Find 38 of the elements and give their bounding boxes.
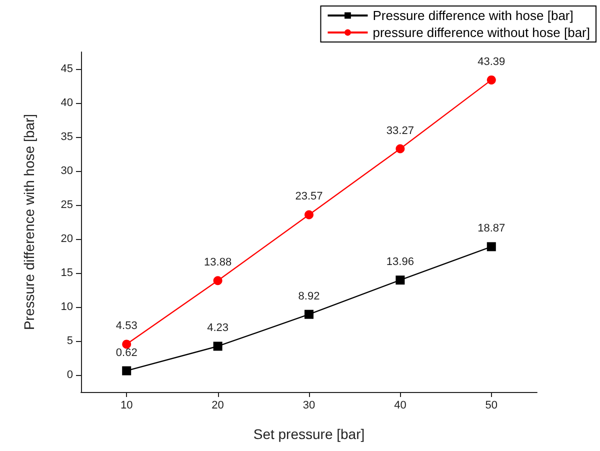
y-tick-label: 30: [60, 165, 73, 177]
data-label: 4.53: [116, 320, 138, 332]
data-label: 13.88: [204, 256, 232, 269]
data-label: 23.57: [295, 190, 323, 203]
y-axis-title: Pressure difference with hose [bar]: [21, 114, 37, 330]
y-tick-label: 45: [60, 63, 73, 75]
legend-label: Pressure difference with hose [bar]: [372, 8, 574, 23]
x-axis-title: Set pressure [bar]: [253, 426, 365, 442]
legend-label: pressure difference without hose [bar]: [372, 25, 590, 40]
y-tick-label: 10: [60, 301, 73, 313]
y-tick-label: 40: [60, 97, 73, 109]
data-label: 33.27: [386, 124, 414, 137]
point: [304, 310, 314, 319]
data-label: 8.92: [298, 290, 320, 302]
point: [396, 144, 405, 154]
y-tick-label: 25: [60, 199, 73, 211]
x-tick-label: 10: [120, 400, 133, 412]
data-label: 0.62: [116, 346, 138, 359]
point: [396, 276, 405, 285]
x-tick-label: 40: [394, 400, 406, 412]
point: [486, 242, 496, 252]
y-tick-label: 20: [60, 233, 73, 245]
x-tick-label: 30: [302, 400, 316, 412]
data-label: 13.96: [386, 256, 414, 268]
y-tick-label: 15: [60, 267, 73, 279]
x-tick-label: 50: [485, 400, 498, 412]
y-tick-label: 5: [66, 335, 73, 347]
point: [213, 276, 222, 286]
x-tick-label: 20: [212, 400, 224, 412]
point: [486, 75, 496, 84]
y-tick-label: 0: [66, 369, 73, 381]
point: [122, 366, 132, 376]
point: [213, 342, 222, 351]
data-label: 4.23: [207, 322, 229, 334]
data-label: 43.39: [478, 56, 506, 68]
y-tick-label: 35: [60, 131, 73, 143]
data-label: 18.87: [478, 222, 506, 235]
point: [304, 210, 314, 220]
